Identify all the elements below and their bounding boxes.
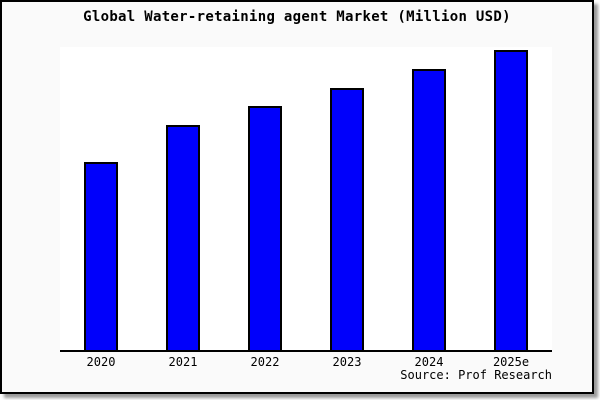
bar-2021 — [166, 125, 200, 350]
x-axis-labels: 2020 2021 2022 2023 2024 2025e — [60, 355, 552, 371]
bar-2022 — [248, 106, 282, 350]
chart-title: Global Water-retaining agent Market (Mil… — [83, 9, 511, 25]
bar-2020 — [84, 162, 118, 350]
chart-canvas: Global Water-retaining agent Market (Mil… — [0, 0, 594, 394]
x-tick-label-2021: 2021 — [168, 355, 198, 369]
x-tick-label-2022: 2022 — [250, 355, 280, 369]
bar-2025e — [494, 50, 528, 350]
plot-area — [60, 47, 552, 352]
source-note: Source: Prof Research — [400, 368, 552, 382]
bar-2023 — [330, 88, 364, 350]
bar-2024 — [412, 69, 446, 350]
x-tick-label-2020: 2020 — [86, 355, 116, 369]
x-tick-label-2023: 2023 — [332, 355, 362, 369]
x-tick-label-2025e: 2025e — [492, 355, 530, 369]
x-tick-label-2024: 2024 — [414, 355, 444, 369]
